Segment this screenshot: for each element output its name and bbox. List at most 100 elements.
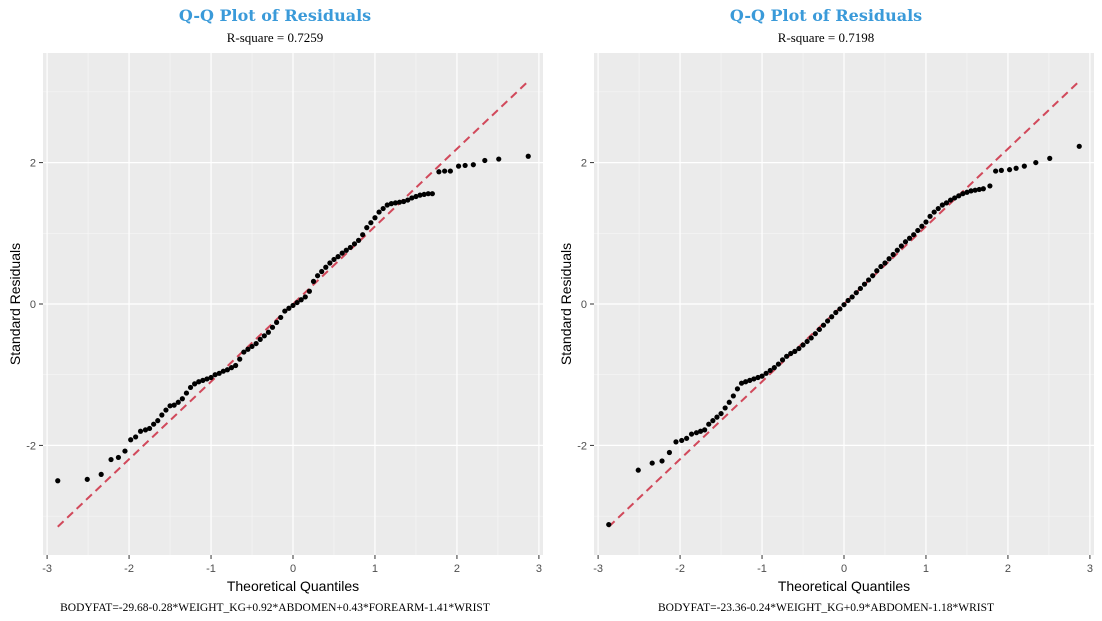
x-tick-label: 3: [536, 563, 542, 575]
data-point: [327, 260, 333, 266]
data-point: [208, 374, 214, 381]
data-point: [1076, 143, 1082, 149]
data-point: [767, 367, 773, 374]
data-point: [245, 346, 251, 352]
data-point: [710, 418, 716, 424]
data-point: [898, 243, 904, 249]
x-tick-label: -1: [757, 563, 767, 575]
chart-left-points: [55, 153, 531, 484]
x-tick-label: 1: [923, 563, 929, 575]
data-point: [253, 340, 259, 347]
data-point: [372, 215, 378, 221]
data-point: [447, 168, 453, 174]
chart-left-x-axis-title: Theoretical Quantiles: [227, 578, 359, 594]
data-point: [335, 254, 341, 260]
data-point: [972, 187, 978, 193]
data-point: [743, 379, 749, 385]
data-point: [220, 368, 226, 374]
chart-left-x-ticks: -3 -2 -1 0 1 2 3: [42, 555, 542, 575]
data-point: [142, 427, 149, 433]
data-point: [861, 281, 868, 287]
data-point: [857, 285, 863, 292]
chart-right-points: [606, 143, 1082, 528]
data-point: [726, 399, 732, 405]
data-point: [462, 162, 468, 169]
data-point: [265, 329, 272, 335]
data-point: [368, 220, 374, 226]
chart-right-x-axis-title: Theoretical Quantiles: [778, 578, 910, 594]
x-tick-label: 1: [372, 563, 378, 575]
data-point: [906, 235, 913, 241]
chart-left-reference-line: [57, 80, 529, 528]
data-point: [376, 209, 382, 215]
data-point: [841, 302, 847, 308]
x-tick-label: -3: [42, 563, 52, 575]
data-point: [360, 232, 366, 238]
chart-right-caption: BODYFAT=-23.36-0.24*WEIGHT_KG+0.9*ABDOME…: [658, 602, 994, 614]
data-point: [673, 439, 679, 445]
y-tick-label: 0: [581, 299, 587, 311]
data-point: [306, 288, 312, 294]
data-point: [294, 299, 300, 306]
data-point: [392, 200, 399, 206]
data-point: [845, 297, 851, 304]
data-point: [331, 256, 337, 263]
data-point: [688, 431, 695, 437]
data-point: [310, 278, 317, 284]
data-point: [470, 162, 476, 168]
data-point: [286, 305, 292, 311]
data-point: [171, 402, 177, 408]
data-point: [706, 421, 712, 427]
data-point: [237, 356, 243, 362]
data-point: [163, 407, 169, 413]
data-point: [319, 268, 325, 275]
data-point: [442, 168, 448, 174]
data-point: [429, 191, 435, 197]
data-point: [216, 370, 222, 376]
data-point: [175, 399, 181, 405]
data-point: [98, 471, 104, 477]
y-tick-label: 0: [30, 299, 36, 311]
data-point: [693, 430, 700, 436]
data-point: [1047, 155, 1053, 161]
data-point: [829, 314, 835, 320]
data-point: [886, 256, 892, 262]
data-point: [261, 333, 267, 339]
data-point: [200, 377, 206, 383]
data-point: [155, 418, 161, 424]
data-point: [241, 349, 247, 355]
data-point: [128, 437, 134, 443]
data-point: [931, 209, 937, 215]
data-point: [192, 381, 198, 387]
data-point: [763, 370, 769, 376]
data-point: [167, 403, 173, 409]
data-point: [269, 324, 276, 330]
data-point: [233, 362, 239, 369]
data-point: [947, 197, 954, 203]
data-point: [151, 421, 157, 427]
data-point: [775, 361, 782, 367]
data-point: [833, 309, 839, 316]
data-point: [890, 251, 896, 258]
y-tick-label: 2: [30, 158, 36, 170]
data-point: [133, 434, 139, 440]
data-point: [224, 367, 231, 373]
data-point: [55, 478, 61, 484]
data-point: [882, 260, 888, 266]
data-point: [865, 277, 872, 283]
chart-right-subtitle: R-square = 0.7198: [778, 30, 875, 45]
data-point: [1006, 167, 1013, 173]
data-point: [146, 425, 153, 432]
data-point: [792, 348, 798, 354]
data-point: [115, 454, 122, 461]
chart-left: Q-Q Plot of Residuals R-square = 0.7259 …: [7, 6, 543, 614]
chart-left-y-ticks: -2 0 2: [26, 158, 43, 452]
data-point: [837, 306, 843, 312]
data-point: [405, 197, 411, 203]
data-point: [84, 476, 90, 482]
chart-right-y-axis-title: Standard Residuals: [558, 243, 574, 365]
data-point: [987, 183, 993, 189]
data-point: [388, 201, 394, 207]
data-point: [525, 153, 531, 159]
